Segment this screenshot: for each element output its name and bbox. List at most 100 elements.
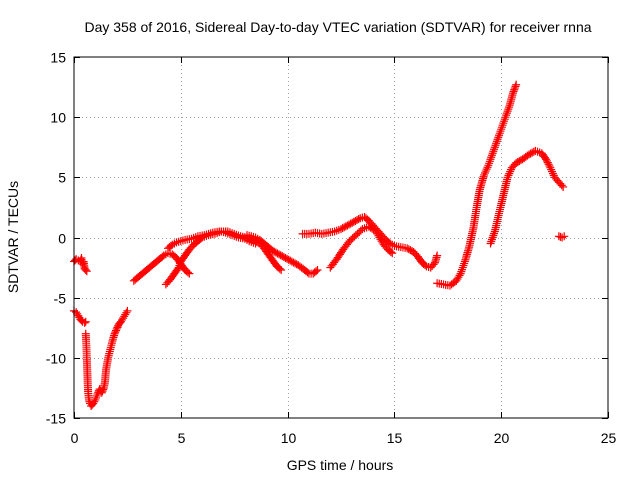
data-point <box>510 85 519 94</box>
data-point <box>495 129 504 138</box>
y-tick-label: -15 <box>46 411 66 427</box>
data-point <box>481 167 490 176</box>
data-point <box>492 137 501 146</box>
x-tick-label: 10 <box>281 430 297 446</box>
series-trace-g <box>243 231 322 278</box>
data-point <box>548 169 557 178</box>
x-axis-title: GPS time / hours <box>287 457 394 473</box>
data-point <box>433 251 442 260</box>
data-point <box>548 167 557 176</box>
data-point <box>484 161 493 170</box>
data-point <box>487 153 496 162</box>
data-point <box>505 169 514 178</box>
data-point <box>503 173 512 182</box>
data-point <box>460 259 469 268</box>
data-point <box>543 158 552 167</box>
data-point <box>505 103 514 112</box>
series-trace-k <box>486 146 568 248</box>
x-tick-label: 0 <box>71 430 79 446</box>
y-tick-label: 5 <box>58 170 66 186</box>
x-tick-label: 25 <box>601 430 617 446</box>
data-point <box>183 268 192 277</box>
data-point <box>494 133 503 142</box>
data-point <box>500 115 509 124</box>
data-point <box>429 260 438 269</box>
data-point <box>502 109 511 118</box>
data-point <box>458 265 467 274</box>
data-point <box>421 261 430 270</box>
y-axis-title: SDTVAR / TECUs <box>5 181 21 293</box>
data-point <box>486 155 495 164</box>
data-point <box>386 247 395 256</box>
data-point <box>388 249 397 258</box>
data-point <box>544 160 553 169</box>
data-point <box>483 163 492 172</box>
data-point <box>500 117 509 126</box>
series-trace-j <box>433 80 521 290</box>
data-point <box>504 171 513 180</box>
data-point <box>542 156 551 165</box>
data-point <box>480 170 489 179</box>
data-point <box>560 232 569 241</box>
series-trace-b <box>70 306 90 327</box>
data-point <box>99 385 108 394</box>
data-point <box>185 269 194 278</box>
data-point <box>490 143 499 152</box>
data-point <box>173 265 182 274</box>
data-point <box>459 261 468 270</box>
y-tick-label: 10 <box>50 110 66 126</box>
data-point <box>80 318 89 327</box>
data-point <box>313 265 322 274</box>
data-point <box>502 111 511 120</box>
y-tick-label: 15 <box>50 50 66 66</box>
data-point <box>542 155 551 164</box>
series-trace-a <box>70 253 91 276</box>
data-point <box>175 261 184 270</box>
data-point <box>480 169 489 178</box>
y-tick-label: 0 <box>58 231 66 247</box>
data-point <box>488 233 497 242</box>
y-tick-label: -10 <box>46 351 66 367</box>
data-point <box>91 395 100 404</box>
data-point <box>509 87 518 96</box>
series-trace-l <box>554 232 569 242</box>
data-point <box>491 141 500 150</box>
data-point <box>511 82 520 91</box>
data-point <box>489 147 498 156</box>
data-point <box>485 157 494 166</box>
data-point <box>496 127 505 136</box>
y-tick-label: -5 <box>54 291 67 307</box>
data-point <box>497 123 506 132</box>
plot-frame <box>73 56 609 419</box>
x-tick-label: 15 <box>387 430 403 446</box>
data-point <box>504 105 513 114</box>
data-point <box>546 163 555 172</box>
data-point <box>557 181 566 190</box>
data-point <box>489 231 498 240</box>
data-point <box>506 167 515 176</box>
data-point <box>312 267 321 276</box>
data-point <box>487 151 496 160</box>
data-point <box>490 229 499 238</box>
data-point <box>354 215 363 224</box>
data-point <box>559 182 568 191</box>
chart-title: Day 358 of 2016, Sidereal Day-to-day VTE… <box>84 19 591 35</box>
data-point <box>508 89 517 98</box>
data-point <box>457 267 466 276</box>
data-point <box>487 237 496 246</box>
data-point <box>90 397 99 406</box>
data-point <box>303 268 312 277</box>
series-trace-i <box>326 222 397 272</box>
data-point <box>122 308 131 317</box>
data-point <box>512 80 521 89</box>
data-point <box>485 159 494 168</box>
data-point <box>510 84 519 93</box>
data-point <box>92 391 101 400</box>
data-point <box>486 239 495 248</box>
data-point <box>82 267 91 276</box>
data-point <box>545 162 554 171</box>
data-point <box>275 264 284 273</box>
data-point <box>176 259 185 268</box>
